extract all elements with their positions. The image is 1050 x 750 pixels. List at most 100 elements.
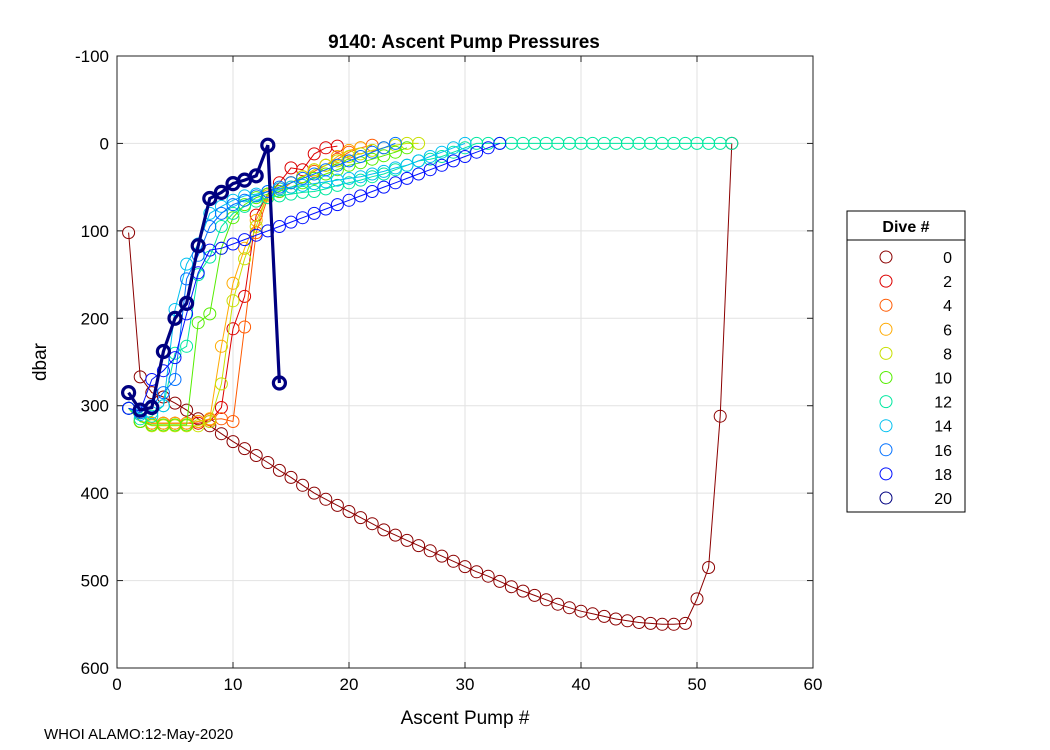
data-point [400,171,414,185]
data-point [296,211,310,225]
legend: Dive # 0 2 4 6 8 10 12 14 16 18 20 [846,210,966,513]
data-point [319,182,333,196]
data-point [307,147,321,161]
data-point [180,339,194,353]
data-point [202,190,218,207]
data-point [377,149,391,163]
data-point [203,307,217,321]
data-point [539,593,553,607]
data-point [180,257,194,271]
data-point [342,505,356,518]
data-point [203,415,217,428]
data-point [493,574,507,588]
data-point [400,158,414,172]
data-point [226,415,240,428]
data-point [446,154,460,168]
data-point [342,193,356,207]
data-point [377,164,391,178]
x-tick-label: 10 [224,675,243,694]
data-point [226,211,240,225]
x-tick-label: 40 [572,675,591,694]
data-point [271,375,287,391]
legend-entry-label: 2 [943,274,952,291]
data-point [214,401,228,414]
data-point [423,163,437,177]
data-point [238,241,252,255]
data-point [516,584,530,598]
series-20 [121,137,287,418]
grid [117,56,813,668]
data-point [319,202,333,216]
legend-entry-label: 8 [943,346,952,363]
data-point [319,163,333,177]
y-axis-label: dbar [30,342,51,381]
legend-entry-label: 10 [934,371,952,388]
data-point [238,442,252,456]
data-point [377,141,391,155]
legend-entry-label: 18 [934,467,952,484]
data-point [365,185,379,198]
data-point [400,141,414,155]
data-point [458,150,472,163]
y-tick-label: 100 [81,222,109,241]
data-point [296,171,310,185]
x-axis-label: Ascent Pump # [401,708,530,729]
data-point [435,145,449,159]
data-point [435,549,449,563]
data-point [412,136,426,150]
legend-entry-label: 4 [943,298,952,315]
data-point [226,276,240,290]
y-tick-label: 500 [81,572,109,591]
data-point [423,544,437,558]
data-point [122,226,136,240]
legend-marker [879,371,893,384]
data-point [713,409,727,423]
data-point [377,180,391,194]
data-point [307,206,321,220]
footer-note: WHOI ALAMO:12-May-2020 [44,726,234,743]
data-point [155,343,171,360]
series-14 [122,136,472,421]
legend-entry-label: 0 [943,250,952,267]
legend-marker [879,419,893,433]
data-point [249,189,263,203]
data-point [203,412,217,426]
data-point [238,233,252,247]
chart-title: 9140: Ascent Pump Pressures [328,32,600,53]
data-point [330,139,344,153]
series-16 [122,136,402,420]
data-point [191,316,205,330]
data-point [214,241,228,255]
series-group [121,136,739,631]
data-point [388,528,402,542]
data-point [249,228,263,242]
legend-marker [879,491,893,505]
data-point [248,168,264,184]
data-point [180,418,194,432]
legend-marker [879,298,893,312]
data-point [481,141,495,155]
data-point [562,601,576,615]
data-point [168,351,182,365]
data-point [226,237,240,251]
data-point [330,198,344,212]
x-tick-label: 30 [456,675,475,694]
series-0 [122,136,739,631]
x-tick-label: 60 [804,675,823,694]
data-point [213,184,229,200]
data-point [190,238,206,254]
legend-entry-label: 12 [934,395,952,412]
series-line [127,144,281,412]
data-point [144,399,160,416]
data-point [272,463,286,477]
data-point [261,224,275,238]
data-point [307,167,321,181]
data-point [528,588,542,602]
data-point [179,295,195,311]
data-point [167,310,183,326]
legend-entry-label: 14 [934,419,952,436]
data-point [214,427,228,441]
data-point [156,386,170,400]
data-point [226,294,240,308]
data-point [446,554,460,568]
